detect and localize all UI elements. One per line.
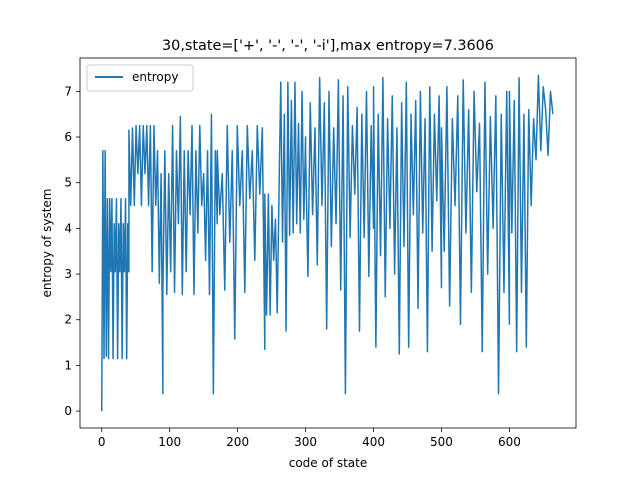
- x-tick-label: 200: [226, 435, 249, 449]
- y-axis-ticks: 0 1 2 3 4 5 6 7: [64, 84, 80, 418]
- x-tick-label: 0: [98, 435, 106, 449]
- y-tick-label: 6: [64, 130, 72, 144]
- y-tick-label: 2: [64, 313, 72, 327]
- y-tick-label: 7: [64, 84, 72, 98]
- y-tick-label: 4: [64, 221, 72, 235]
- x-tick-label: 400: [362, 435, 385, 449]
- x-tick-label: 100: [158, 435, 181, 449]
- y-tick-label: 5: [64, 176, 72, 190]
- y-axis-label: entropy of system: [40, 188, 54, 297]
- y-tick-label: 3: [64, 267, 72, 281]
- x-tick-label: 500: [430, 435, 453, 449]
- plot-frame: [79, 57, 577, 429]
- legend-box: [86, 64, 194, 92]
- x-tick-label: 300: [294, 435, 317, 449]
- chart-title: 30,state=['+', '-', '-', '-i'],max entro…: [162, 38, 494, 54]
- y-tick-label: 1: [64, 358, 72, 372]
- x-axis-label: code of state: [289, 456, 368, 470]
- series-line-entropy: [100, 74, 554, 412]
- x-axis-ticks: 0 100 200 300 400 500 600: [98, 428, 521, 449]
- series-layer: [100, 74, 554, 412]
- legend: entropy: [86, 64, 194, 92]
- legend-label-entropy: entropy: [132, 70, 178, 84]
- y-tick-label: 0: [64, 404, 72, 418]
- x-tick-label: 600: [498, 435, 521, 449]
